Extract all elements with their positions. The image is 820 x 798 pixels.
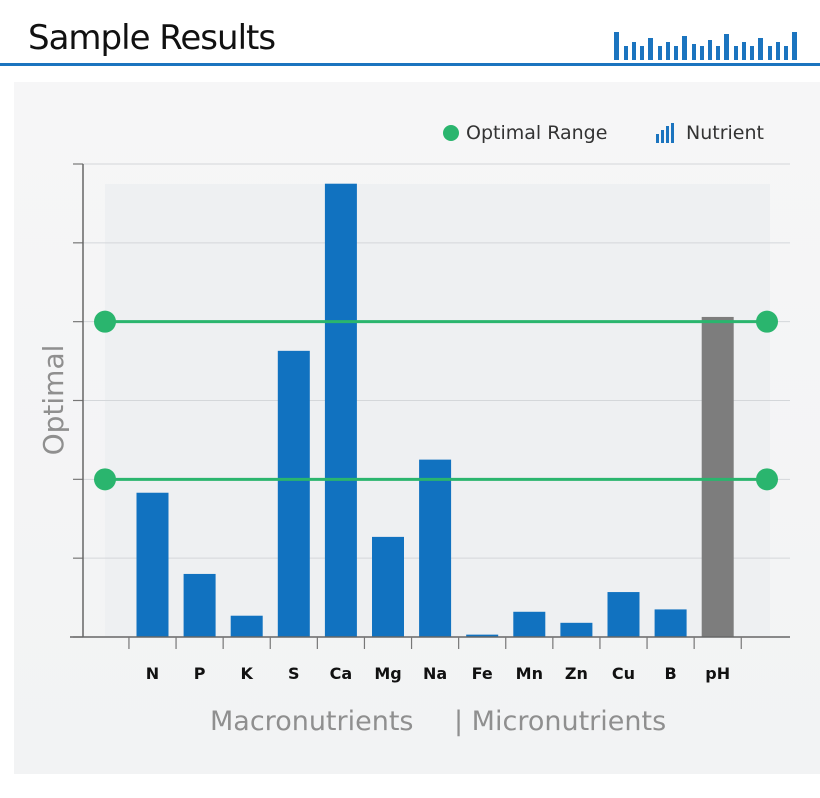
x-axis-label-macronutrients: Macronutrients — [210, 706, 414, 737]
green-dot-icon — [443, 125, 459, 141]
bar-p — [183, 573, 216, 637]
y-axis-label: Optimal — [37, 345, 70, 456]
optimal-range-high-right-marker — [756, 310, 778, 333]
bar-na — [419, 459, 452, 637]
bar-mn — [513, 611, 546, 637]
x-tick-label-fe: Fe — [472, 664, 493, 683]
bar-zn — [560, 622, 593, 637]
header: Sample Results — [0, 0, 820, 66]
optimal-range-high-left-marker — [94, 310, 116, 333]
x-tick-label-ca: Ca — [330, 664, 353, 683]
x-tick-label-p: P — [194, 664, 206, 683]
bar-n — [136, 492, 169, 637]
bar-fe — [466, 634, 499, 637]
x-tick-label-na: Na — [423, 664, 447, 683]
page-title: Sample Results — [28, 18, 276, 58]
x-tick-label-ph: pH — [705, 664, 730, 683]
x-tick-label-zn: Zn — [565, 664, 588, 683]
legend-label-nutrient: Nutrient — [686, 122, 764, 144]
x-axis-label-micronutrients: | Micronutrients — [454, 706, 666, 737]
x-tick-label-mn: Mn — [516, 664, 543, 683]
bar-cu — [607, 592, 640, 637]
header-divider — [0, 63, 820, 66]
optimal-range-low-left-marker — [94, 468, 116, 491]
x-tick-label-cu: Cu — [612, 664, 635, 683]
x-tick-label-k: K — [240, 664, 253, 683]
x-tick-label-s: S — [288, 664, 300, 683]
bar-chart-icon — [656, 123, 674, 143]
bar-chart-logo-icon — [614, 32, 797, 60]
x-tick-label-n: N — [146, 664, 159, 683]
x-tick-label-mg: Mg — [374, 664, 401, 683]
bar-b — [654, 609, 687, 637]
optimal-range-low-right-marker — [756, 468, 778, 491]
legend-label-optimal-range: Optimal Range — [466, 122, 608, 144]
bar-k — [230, 615, 263, 637]
bar-s — [277, 350, 310, 637]
bar-mg — [372, 536, 404, 637]
bar-ca — [324, 183, 357, 638]
bar-ph — [701, 316, 734, 637]
x-tick-label-b: B — [664, 664, 676, 683]
